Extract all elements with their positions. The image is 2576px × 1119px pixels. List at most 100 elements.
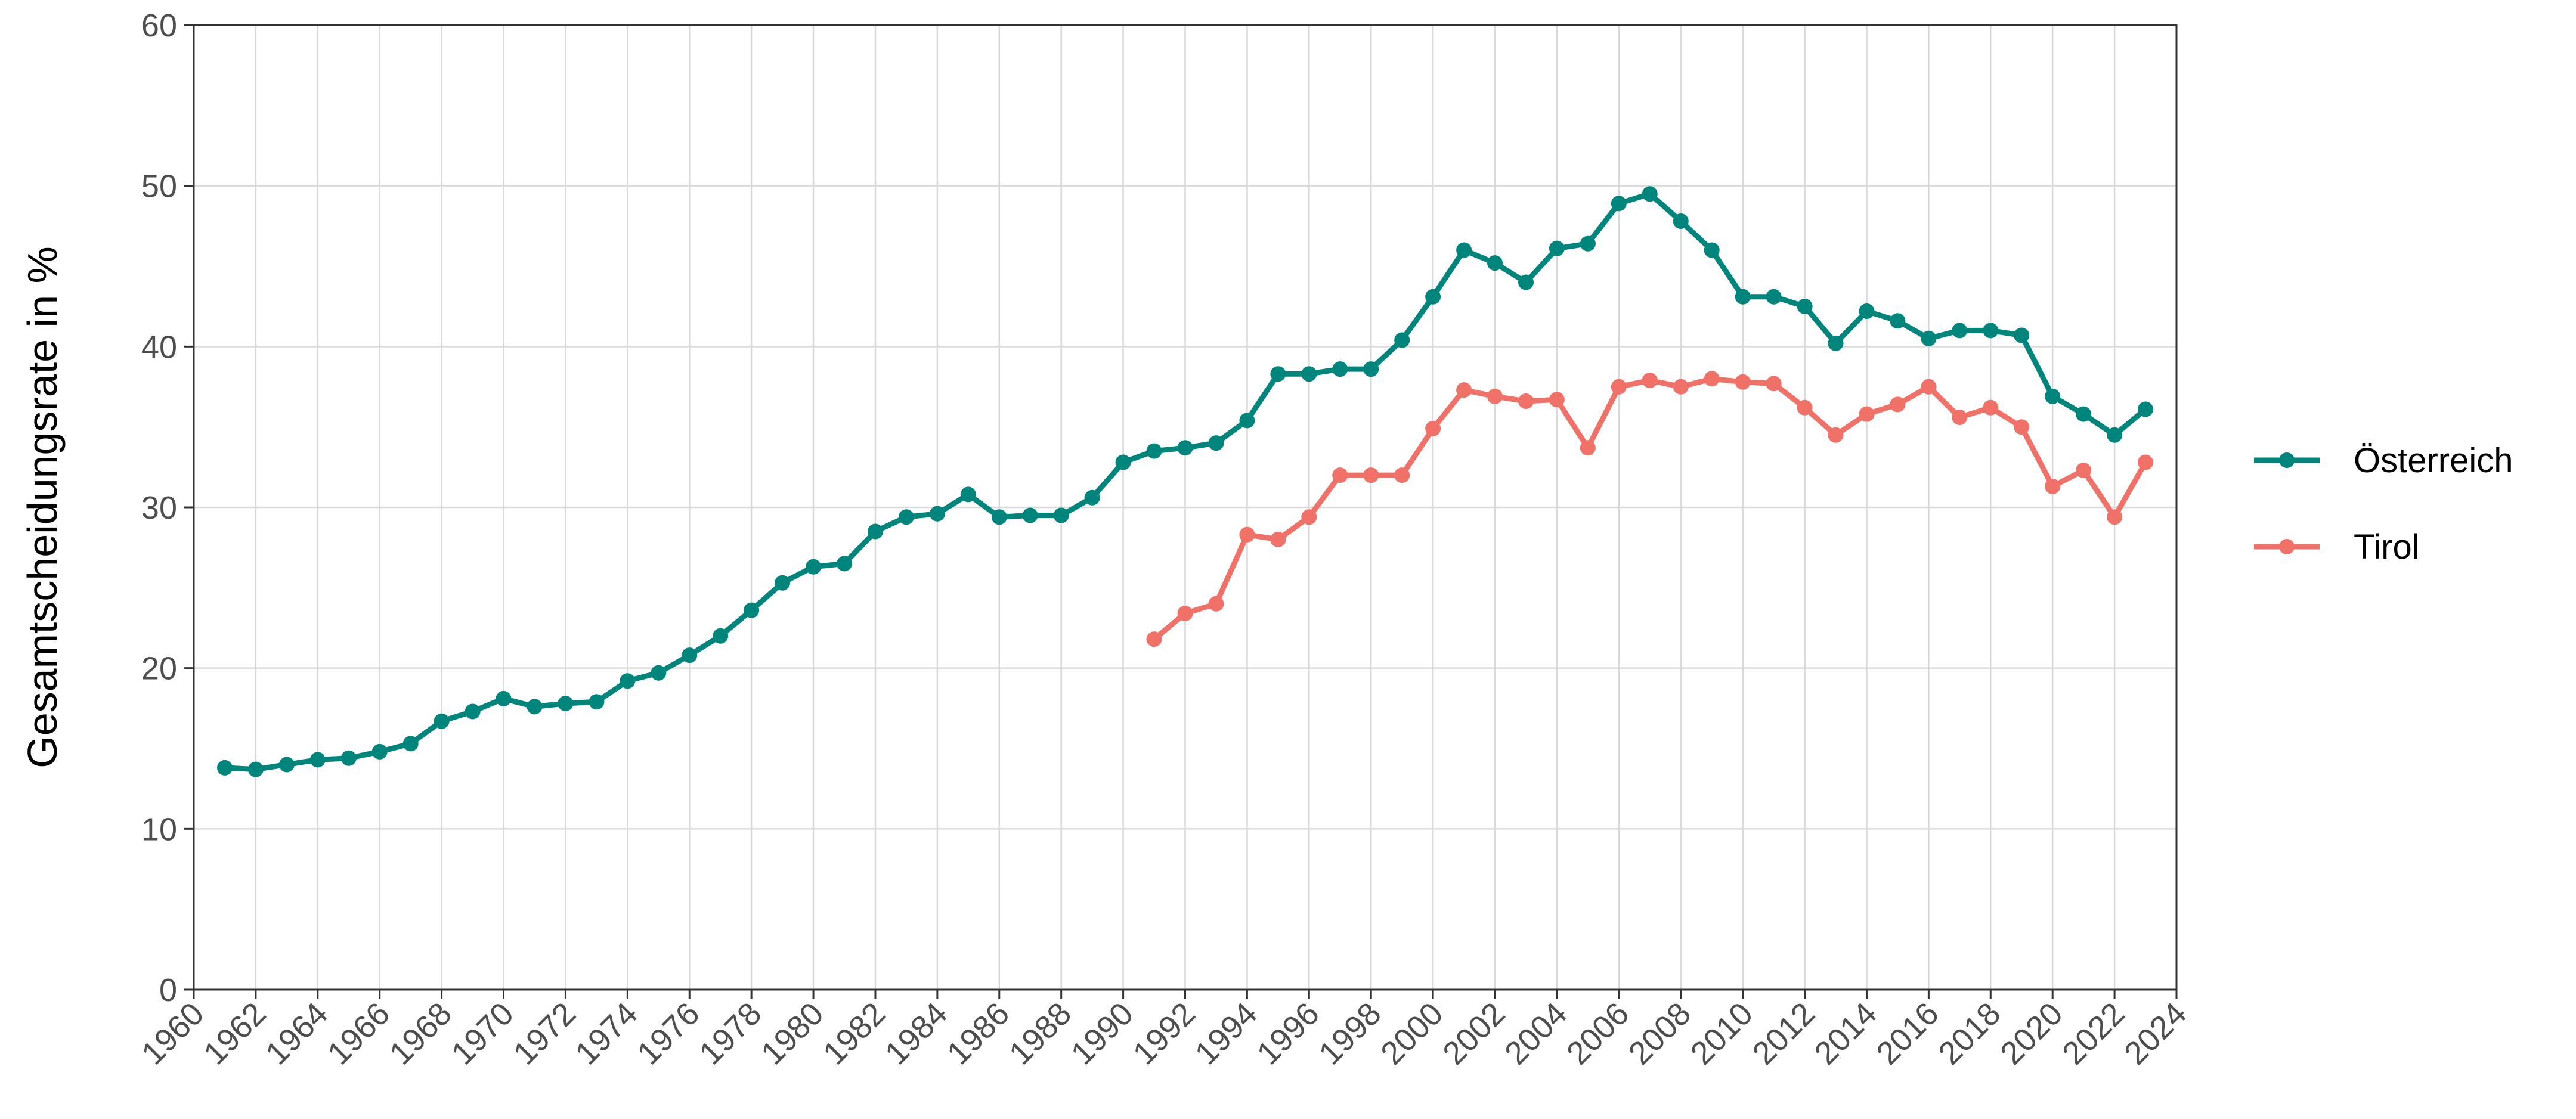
data-point [1983,399,1999,416]
data-point [496,690,512,706]
data-point [1673,213,1689,229]
data-point [1704,371,1720,387]
x-tick-label: 2014 [1808,996,1884,1071]
x-tick-label: 2012 [1746,996,1822,1071]
data-point [929,506,945,522]
x-tick-label: 1964 [259,996,335,1071]
data-point [682,647,698,664]
x-tick-label: 2002 [1436,996,1512,1071]
data-point [1146,631,1162,647]
series-1 [1146,371,2153,647]
x-tick-label: 1990 [1064,996,1140,1071]
data-point [651,665,667,681]
data-point [1301,509,1317,525]
x-tick-label: 1968 [383,996,459,1071]
data-point [340,750,357,766]
x-tick-label: 2016 [1869,996,1945,1071]
data-point [1828,427,1844,443]
data-point [1487,255,1503,271]
data-point [960,486,976,503]
data-point [2107,509,2123,525]
x-tick-label: 1976 [630,996,706,1071]
x-tick-label: 1978 [692,996,768,1071]
data-point [1487,388,1503,404]
x-tick-label: 1966 [321,996,397,1071]
x-tick-label: 2006 [1560,996,1636,1071]
data-point [1952,410,1968,425]
data-point [2107,427,2123,443]
data-point [1239,413,1255,429]
data-point [2076,406,2092,422]
series-layer [217,186,2153,777]
data-point [1146,443,1162,459]
y-tick-label: 30 [141,490,177,526]
data-point [247,761,264,777]
data-point [1363,361,1379,377]
data-point [1270,366,1286,382]
x-tick-label: 2024 [2117,996,2193,1071]
data-point [1022,507,1038,523]
data-point [1890,313,1906,329]
data-point [1921,330,1937,346]
x-tick-label: 2000 [1374,996,1450,1071]
axes: 1960196219641966196819701972197419761978… [135,8,2193,1071]
data-point [2138,401,2153,417]
x-tick-label: 1974 [568,996,644,1071]
data-point [1394,332,1410,348]
data-point [2014,327,2030,343]
y-tick-label: 40 [141,329,177,365]
data-point [1456,382,1472,398]
legend-point-key [2279,539,2295,554]
data-point [1239,526,1255,543]
data-point [1890,396,1906,413]
data-point [1084,489,1100,506]
data-point [1518,393,1534,409]
data-point [1611,379,1627,395]
y-axis-label: Gesamtscheidungsrate in % [19,246,66,768]
data-point [2138,454,2153,470]
data-point [1983,323,1999,339]
x-tick-label: 2004 [1498,996,1574,1071]
data-point [713,628,729,644]
data-point [1301,366,1317,382]
x-tick-label: 1992 [1126,996,1202,1071]
data-point [1952,323,1968,339]
data-point [1766,289,1782,305]
data-point [991,509,1007,525]
data-point [898,509,914,525]
data-point [217,760,233,776]
gridlines [193,24,2178,991]
data-point [1921,379,1937,395]
data-point [527,699,543,715]
data-point [1425,420,1441,436]
y-tick-label: 50 [141,169,177,204]
data-point [1208,596,1224,612]
data-point [1642,186,1658,202]
data-point [1580,235,1596,252]
x-tick-label: 2008 [1622,996,1698,1071]
data-point [1549,240,1565,256]
x-tick-label: 1996 [1250,996,1326,1071]
data-point [1208,435,1224,451]
data-point [1704,242,1720,258]
legend-item: Österreich [2254,441,2513,480]
data-point [868,523,883,540]
data-point [744,602,760,618]
x-tick-label: 1994 [1188,996,1264,1071]
data-point [1797,399,1813,416]
y-tick-label: 10 [141,811,177,847]
data-point [806,559,822,575]
data-point [1611,196,1627,212]
legend-item: Tirol [2254,528,2420,566]
legend-label: Österreich [2354,441,2513,480]
legend: Österreich Tirol [2254,441,2513,566]
x-tick-label: 1982 [816,996,892,1071]
x-tick-label: 1962 [197,996,273,1071]
x-tick-label: 2010 [1684,996,1760,1071]
y-tick-label: 60 [141,8,177,44]
y-tick-label: 20 [141,651,177,687]
x-tick-label: 2018 [1931,996,2007,1071]
data-point [2045,388,2061,404]
data-point [1859,406,1875,422]
